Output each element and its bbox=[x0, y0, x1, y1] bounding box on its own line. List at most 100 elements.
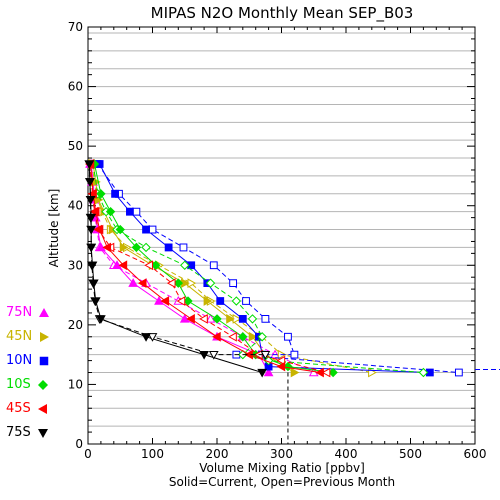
point-current-45n bbox=[248, 331, 258, 342]
point-previous-10n bbox=[179, 243, 188, 252]
point-current-75s bbox=[87, 261, 98, 271]
legend-item-10s: 10S bbox=[6, 377, 49, 392]
series-line-previous-75n bbox=[89, 163, 315, 373]
x-tick-label: 400 bbox=[335, 447, 358, 461]
point-previous-10s bbox=[141, 242, 151, 253]
legend-marker bbox=[40, 356, 49, 365]
point-current-10n bbox=[164, 243, 173, 252]
point-current-10n bbox=[111, 189, 119, 198]
point-current-75s bbox=[96, 315, 106, 324]
point-previous-45s bbox=[321, 367, 331, 378]
point-current-75s bbox=[199, 350, 209, 360]
point-previous-45s bbox=[276, 355, 286, 366]
legend-marker-icon bbox=[39, 307, 50, 317]
point-previous-45s bbox=[228, 331, 237, 342]
legend-item-75s: 75S bbox=[6, 425, 49, 440]
point-previous-10n bbox=[261, 315, 270, 323]
point-current-75s bbox=[85, 178, 95, 187]
point-previous-10n bbox=[454, 368, 463, 377]
point-current-45s bbox=[88, 188, 97, 199]
point-previous-75s bbox=[260, 350, 271, 360]
point-current-75s bbox=[141, 333, 151, 342]
point-current-75s bbox=[88, 279, 99, 289]
point-previous-45s bbox=[144, 260, 153, 271]
point-current-75s bbox=[90, 297, 101, 307]
point-previous-45n bbox=[368, 367, 377, 378]
point-current-75n bbox=[96, 242, 106, 252]
legend-label: 75S bbox=[6, 425, 31, 440]
series-layer bbox=[84, 158, 500, 444]
legend-marker bbox=[39, 307, 50, 317]
legend-label: 75N bbox=[6, 305, 33, 320]
legend-label: 45S bbox=[6, 401, 31, 416]
point-current-75n bbox=[128, 278, 138, 287]
point-current-45n bbox=[290, 367, 300, 378]
legend-label: 45N bbox=[6, 329, 33, 344]
x-tick-label: 0 bbox=[84, 447, 92, 461]
point-current-75n bbox=[112, 260, 122, 269]
point-current-45s bbox=[118, 260, 128, 271]
point-current-45s bbox=[102, 242, 112, 253]
point-current-10s bbox=[131, 242, 142, 253]
x-tick-label: 600 bbox=[464, 447, 487, 461]
point-current-75n bbox=[154, 295, 164, 305]
point-current-75n bbox=[179, 313, 190, 323]
y-tick-label: 70 bbox=[68, 20, 83, 34]
point-previous-10s bbox=[257, 332, 267, 342]
legend-marker-icon bbox=[37, 428, 48, 438]
legend-marker-icon bbox=[40, 331, 50, 342]
point-current-45s bbox=[137, 278, 147, 289]
point-current-10s bbox=[105, 206, 116, 217]
point-previous-10n bbox=[290, 350, 299, 359]
legend-marker bbox=[37, 428, 48, 438]
x-tick-label: 500 bbox=[399, 447, 422, 461]
point-previous-75s bbox=[147, 333, 158, 342]
point-current-10n bbox=[126, 207, 134, 216]
point-current-45s bbox=[94, 224, 104, 235]
series-75s bbox=[84, 160, 271, 378]
point-previous-75s bbox=[208, 350, 219, 360]
legend-marker-icon bbox=[37, 403, 47, 414]
point-current-10s bbox=[115, 224, 125, 235]
y-tick-label: 30 bbox=[68, 258, 83, 272]
point-current-45s bbox=[90, 206, 100, 217]
point-previous-45s bbox=[199, 314, 208, 324]
point-current-75s bbox=[86, 225, 97, 235]
y-tick-label: 40 bbox=[68, 199, 83, 213]
legend-item-45n: 45N bbox=[6, 329, 50, 344]
point-current-75s bbox=[257, 368, 267, 378]
point-previous-45s bbox=[176, 296, 186, 306]
point-previous-10n bbox=[284, 332, 292, 341]
point-previous-10n bbox=[229, 279, 238, 288]
y-axis-label: Altitude [km] bbox=[47, 189, 61, 268]
point-current-45s bbox=[186, 314, 195, 324]
legend-label: 10S bbox=[6, 377, 31, 392]
point-current-10s bbox=[328, 367, 338, 378]
point-current-45s bbox=[160, 296, 170, 306]
point-current-75n bbox=[263, 367, 274, 377]
point-current-10n bbox=[142, 225, 150, 234]
legend-marker-icon bbox=[40, 356, 49, 365]
point-current-10s bbox=[238, 332, 248, 342]
point-current-10s bbox=[151, 260, 161, 270]
legend-label: 10N bbox=[6, 353, 33, 368]
chart-title: MIPAS N2O Monthly Mean SEP_B03 bbox=[151, 4, 414, 23]
point-current-10n bbox=[238, 315, 247, 323]
point-previous-10s bbox=[418, 367, 429, 378]
x-axis-label: Volume Mixing Ratio [ppbv] bbox=[199, 461, 365, 475]
point-previous-10s bbox=[205, 278, 216, 288]
point-current-45n bbox=[94, 194, 104, 205]
point-current-10s bbox=[283, 361, 293, 372]
point-previous-10s bbox=[180, 260, 190, 270]
y-tick-label: 10 bbox=[68, 377, 83, 391]
point-previous-75n bbox=[205, 313, 216, 323]
legend-item-10n: 10N bbox=[6, 353, 50, 368]
point-previous-10s bbox=[247, 314, 258, 324]
point-current-75s bbox=[84, 160, 95, 170]
series-45n bbox=[88, 159, 377, 378]
point-previous-10n bbox=[132, 207, 141, 216]
series-line-previous-10s bbox=[92, 163, 424, 373]
point-current-45s bbox=[315, 367, 324, 378]
point-current-45s bbox=[276, 361, 286, 372]
point-previous-45s bbox=[166, 278, 176, 289]
